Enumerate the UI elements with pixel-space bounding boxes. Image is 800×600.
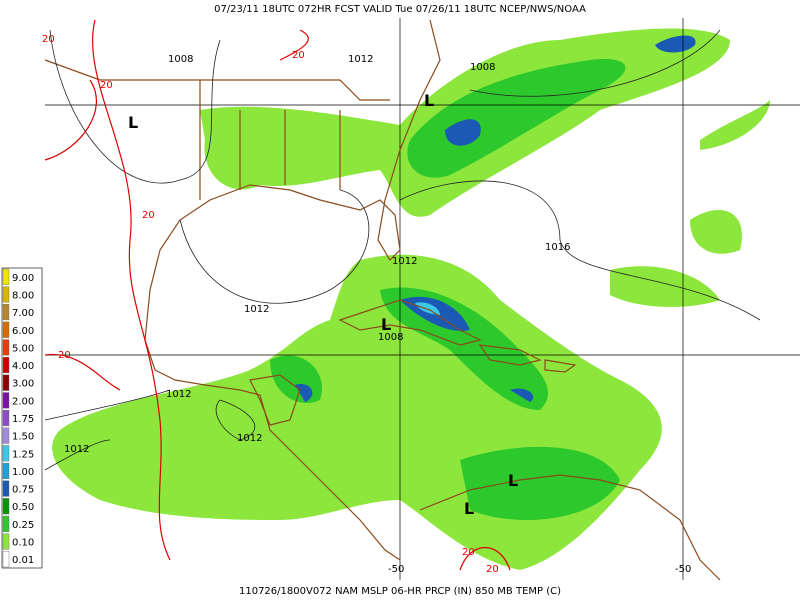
legend-swatch [2,498,10,515]
isobar [44,389,255,471]
legend-swatch [2,286,10,303]
legend-label: 8.00 [12,290,34,301]
coastline [144,19,441,561]
precip-area [407,59,626,178]
isobar-label: 1012 [64,444,89,455]
isobar-label: 1012 [237,433,262,444]
isobar-label: 1016 [545,242,570,253]
low-marker: L [381,315,391,334]
coastline [338,299,482,346]
precipitation [52,28,770,570]
coastline [249,374,301,426]
isobar [469,29,721,97]
isotherms [44,19,511,571]
isotherm-label: 20 [292,50,305,61]
header-title: 07/23/11 18UTC 072HR FCST VALID Tue 07/2… [214,4,586,15]
low-marker: L [508,471,518,490]
footer-caption: 110726/1800V072 NAM MSLP 06-HR PRCP (IN)… [239,586,561,597]
isotherm [44,353,511,571]
legend-label: 7.00 [12,308,34,319]
precip-area [270,287,620,520]
low-marker: L [464,499,474,518]
grid-lines [45,18,800,580]
precip-area [610,100,770,307]
legend-label: 0.01 [12,555,34,566]
legend-swatch [2,304,10,321]
isotherm-label: 20 [462,547,475,558]
legend-swatch [2,480,10,497]
legend-label: 3.00 [12,379,34,390]
isobar [49,29,221,184]
legend-label: 0.50 [12,502,34,513]
isobars [44,29,761,471]
legend-swatch [2,409,10,427]
isobar-label: 1012 [166,389,191,400]
legend-label: 1.25 [12,449,34,460]
legend-swatch [2,533,10,550]
legend-swatch [2,515,10,532]
legend-label: 1.50 [12,432,34,443]
isotherm-label: 20 [42,34,55,45]
legend-swatch [2,357,10,374]
legend-swatch [2,445,10,462]
legend-swatch [2,551,10,568]
legend-label: 0.10 [12,538,34,549]
isobar [179,189,370,304]
isotherm [44,29,309,161]
legend-label: 5.00 [12,343,34,354]
legend: 9.00 8.00 7.00 6.00 5.00 4.00 3.00 2.00 1.75 1.50… [1,267,43,569]
legend-label: 1.00 [12,467,34,478]
edge-label: -50 [675,564,691,575]
legend-swatch [2,321,10,338]
low-marker: L [128,113,138,132]
legend-swatch [2,427,10,444]
legend-label: 4.00 [12,361,34,372]
legend-label: 0.75 [12,485,34,496]
isobar-label: 1012 [244,304,269,315]
isobar-label: 1012 [348,54,373,65]
isotherm-label: 20 [100,80,113,91]
legend-swatch [2,339,10,356]
isobar-label: 1012 [392,256,417,267]
legend-label: 2.00 [12,396,34,407]
legend-swatch [2,392,10,409]
coastlines [44,19,721,581]
legend-swatch [2,268,10,285]
isobar-label: 1008 [378,332,403,343]
isotherm-label: 20 [142,210,155,221]
legend-label: 9.00 [12,273,34,284]
legend-label: 6.00 [12,326,34,337]
coastline [478,344,577,373]
isotherm-label: 20 [486,564,499,575]
isobar-label: 1008 [470,62,495,73]
state-border [44,59,390,200]
isobar-label: 1008 [168,54,193,65]
legend-label: 0.25 [12,520,34,531]
isotherm [92,19,171,561]
precip-area [52,254,662,570]
map-labels: 1008 1012 1008 1016 1012 1012 1008 1012 … [42,34,691,575]
legend-swatch [2,374,10,391]
edge-label: -50 [388,564,404,575]
coastline [419,474,721,581]
isobar [399,180,761,321]
isotherm-label: 20 [58,350,71,361]
legend-swatch [2,462,10,479]
low-marker: L [424,91,434,110]
precip-area [445,35,696,146]
legend-label: 1.75 [12,414,34,425]
